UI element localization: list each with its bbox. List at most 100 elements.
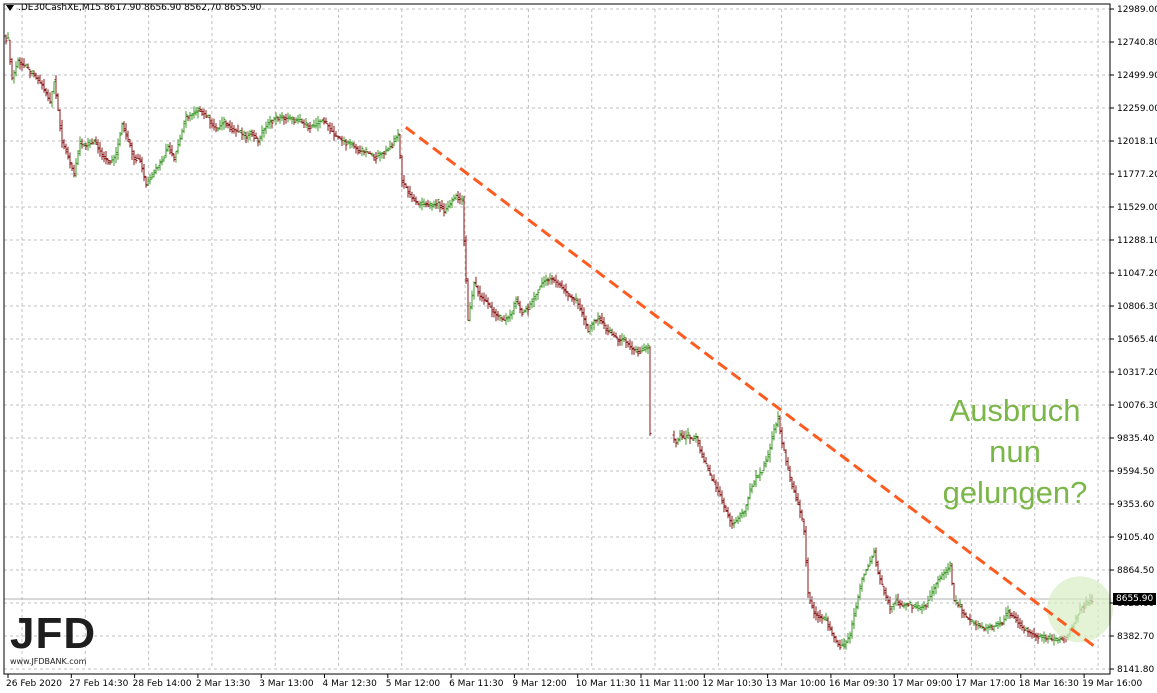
price-bar — [8, 39, 12, 65]
price-bar — [866, 563, 870, 571]
price-bar — [536, 289, 540, 300]
price-bar — [384, 145, 388, 156]
price-bar — [614, 332, 618, 339]
price-bar — [394, 135, 398, 143]
price-bar — [310, 124, 314, 129]
price-bar — [908, 600, 912, 605]
price-bar — [874, 547, 878, 567]
price-bar — [1040, 634, 1044, 642]
price-bar — [934, 582, 938, 595]
price-bar — [102, 151, 106, 163]
price-bar — [98, 142, 102, 157]
price-bar — [804, 526, 808, 567]
price-bar — [802, 518, 806, 536]
price-bar — [262, 127, 266, 138]
price-bar — [554, 274, 558, 288]
price-bar — [496, 310, 500, 321]
price-bar — [986, 624, 990, 634]
price-bar — [400, 155, 404, 188]
price-bar — [468, 302, 472, 322]
price-bar — [280, 112, 284, 122]
price-bar — [1026, 627, 1030, 637]
price-bar — [434, 199, 438, 209]
price-bar — [474, 276, 478, 288]
price-bar — [1044, 634, 1048, 642]
price-bar — [476, 285, 480, 297]
price-bar — [776, 411, 780, 428]
price-bar — [622, 334, 626, 342]
price-bar — [848, 631, 852, 644]
dropdown-triangle-icon[interactable] — [6, 4, 14, 11]
price-bar — [238, 129, 242, 133]
price-bar — [512, 301, 516, 315]
price-bar — [970, 618, 974, 622]
price-bar — [742, 510, 746, 518]
price-bar — [780, 426, 784, 449]
price-bar — [818, 609, 822, 622]
price-bar — [420, 197, 424, 211]
price-bar — [396, 129, 400, 142]
price-bar — [642, 343, 646, 352]
price-bar — [414, 196, 418, 206]
price-bar — [806, 557, 810, 598]
price-bar — [706, 464, 710, 471]
price-bar — [1020, 620, 1024, 631]
price-bar — [128, 139, 132, 148]
price-bar — [800, 509, 804, 521]
chart-header[interactable]: .DE30CashXE,M15 8617.90 8656.90 8562,70 … — [6, 3, 261, 13]
price-bar — [190, 113, 194, 120]
x-tick-label: 13 Mar 10:00 — [766, 679, 826, 689]
price-bar — [840, 639, 844, 647]
price-bar — [560, 280, 564, 290]
price-bar — [950, 563, 954, 586]
price-bar — [1024, 626, 1028, 631]
price-bar — [198, 106, 202, 113]
price-bar — [18, 57, 22, 70]
price-bar — [740, 508, 744, 519]
price-bar — [438, 201, 442, 213]
price-bar — [920, 603, 924, 615]
price-bar — [250, 129, 254, 138]
price-bar — [684, 430, 688, 445]
price-bar — [1058, 636, 1062, 643]
price-bar — [284, 113, 288, 124]
y-tick-label: 10076.30 — [1117, 401, 1157, 411]
price-bar — [1014, 612, 1018, 623]
price-bar — [320, 119, 324, 123]
price-bar — [408, 185, 412, 198]
price-bar — [1048, 632, 1052, 640]
price-bar — [230, 122, 234, 134]
price-bar — [878, 569, 882, 585]
price-bar — [674, 438, 678, 448]
price-bar — [180, 128, 184, 140]
price-bar — [298, 113, 302, 123]
price-bar — [590, 321, 594, 332]
price-bar — [936, 575, 940, 589]
price-bar — [220, 116, 224, 131]
price-bar — [392, 135, 396, 147]
price-bar — [120, 122, 124, 135]
price-bar — [758, 467, 762, 482]
price-bar — [326, 123, 330, 131]
price-bar — [486, 297, 490, 309]
price-bar — [328, 122, 332, 135]
price-bar — [824, 612, 828, 621]
price-bar — [186, 115, 190, 122]
price-bar — [1030, 630, 1034, 639]
price-bar — [868, 556, 872, 567]
price-bar — [188, 111, 192, 122]
x-tick-label: 18 Mar 16:30 — [1019, 679, 1079, 689]
price-bar — [276, 116, 280, 122]
price-bar — [210, 118, 214, 129]
price-bar — [744, 504, 748, 517]
price-bar — [752, 480, 756, 487]
price-bar — [152, 169, 156, 178]
price-bar — [636, 346, 640, 357]
price-bar — [114, 147, 118, 164]
price-bar — [958, 598, 962, 609]
price-bar — [892, 602, 896, 611]
price-bar — [12, 70, 16, 84]
price-bar — [234, 128, 238, 137]
price-bar — [772, 424, 776, 441]
price-bar — [268, 115, 272, 129]
